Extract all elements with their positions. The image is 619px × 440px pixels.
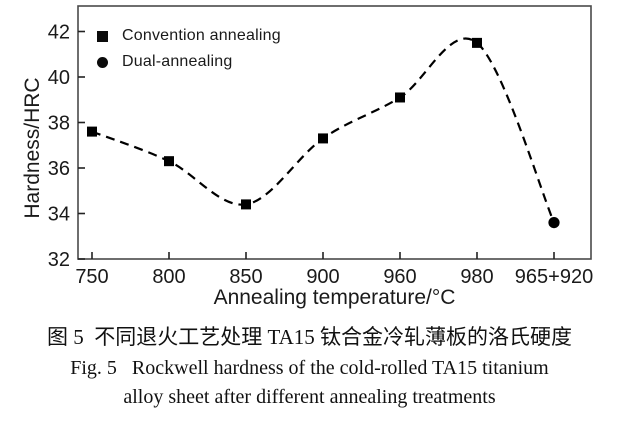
legend-label: Convention annealing	[122, 27, 281, 44]
data-point-square	[472, 37, 482, 48]
plot-canvas: 32 34 36 38 40 42 750 800 850 900 960 980 965+920	[48, 5, 593, 288]
data-point-square	[395, 92, 405, 103]
legend-label: Dual-annealing	[122, 53, 233, 70]
x-tick-label: 960	[383, 266, 416, 288]
x-axis-label: Annealing temperature/°C	[213, 286, 456, 309]
y-tick-label: 34	[48, 204, 70, 226]
x-tick-label: 900	[306, 266, 339, 288]
legend-item-convention-annealing: Convention annealing	[97, 23, 281, 49]
hardness-curve	[91, 37, 556, 224]
hardness-chart: 32 34 36 38 40 42 750 800 850 900 960 980 965+920 Co…	[21, 5, 593, 309]
plot-frame	[77, 5, 592, 260]
caption-chinese: 图 5 不同退火工艺处理 TA15 钛合金冷轧薄板的洛氏硬度	[46, 325, 573, 349]
circle-marker-icon	[97, 56, 108, 68]
x-tick-label: 800	[152, 266, 185, 288]
y-tick-label: 40	[48, 67, 70, 89]
legend-item-dual-annealing: Dual-annealing	[97, 49, 281, 75]
data-point-square	[318, 133, 328, 144]
square-marker-icon	[97, 30, 108, 42]
x-tick-label: 965+920	[515, 266, 593, 288]
figure-caption: 图 5 不同退火工艺处理 TA15 钛合金冷轧薄板的洛氏硬度 Fig. 5 Ro…	[0, 320, 619, 412]
y-tick-label: 38	[48, 113, 70, 135]
x-tick-label: 850	[229, 266, 262, 288]
x-tick-label: 980	[460, 266, 493, 288]
x-tick-label: 750	[75, 266, 108, 288]
data-point-circle	[548, 217, 560, 229]
caption-english-line1: Fig. 5 Rockwell hardness of the cold-rol…	[70, 357, 549, 379]
data-point-square	[87, 126, 97, 137]
data-point-square	[164, 156, 174, 167]
data-point-square	[241, 199, 251, 210]
y-axis-label: Hardness/HRC	[21, 77, 44, 219]
y-tick-label: 32	[48, 249, 70, 271]
y-tick-label: 42	[48, 22, 70, 44]
caption-english-line2: alloy sheet after different annealing tr…	[123, 386, 496, 408]
legend: Convention annealing Dual-annealing	[97, 23, 281, 75]
y-tick-label: 36	[48, 158, 70, 180]
